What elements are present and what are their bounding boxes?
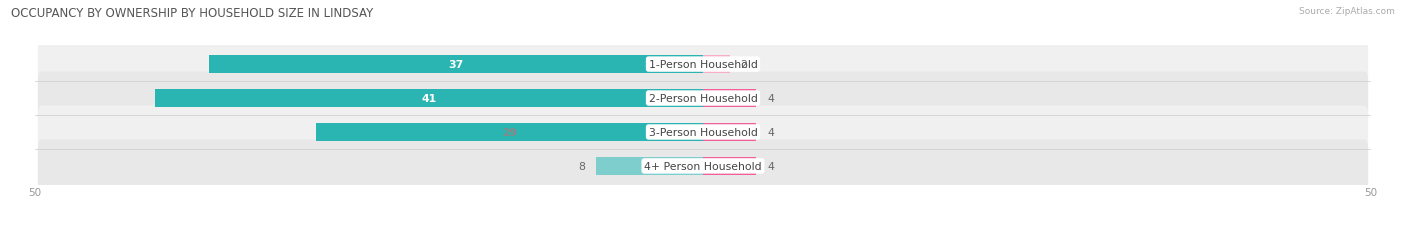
Bar — [315, 124, 703, 141]
FancyBboxPatch shape — [38, 38, 1368, 91]
Bar — [703, 56, 730, 74]
Text: 2: 2 — [741, 60, 747, 70]
Bar — [208, 56, 703, 74]
Text: 8: 8 — [579, 161, 585, 171]
Text: 3-Person Household: 3-Person Household — [648, 128, 758, 137]
Text: 2-Person Household: 2-Person Household — [648, 94, 758, 103]
Text: 1-Person Household: 1-Person Household — [648, 60, 758, 70]
Text: Source: ZipAtlas.com: Source: ZipAtlas.com — [1299, 7, 1395, 16]
Bar — [703, 157, 756, 175]
Text: 37: 37 — [449, 60, 464, 70]
Text: 4+ Person Household: 4+ Person Household — [644, 161, 762, 171]
Text: OCCUPANCY BY OWNERSHIP BY HOUSEHOLD SIZE IN LINDSAY: OCCUPANCY BY OWNERSHIP BY HOUSEHOLD SIZE… — [11, 7, 374, 20]
Bar — [703, 124, 756, 141]
Bar — [155, 90, 703, 107]
Bar — [596, 157, 703, 175]
Text: 4: 4 — [768, 161, 773, 171]
Text: 4: 4 — [768, 94, 773, 103]
FancyBboxPatch shape — [38, 72, 1368, 125]
FancyBboxPatch shape — [38, 140, 1368, 193]
Text: 29: 29 — [502, 128, 517, 137]
Text: 4: 4 — [768, 128, 773, 137]
Text: 41: 41 — [422, 94, 437, 103]
FancyBboxPatch shape — [38, 106, 1368, 159]
Bar — [703, 90, 756, 107]
